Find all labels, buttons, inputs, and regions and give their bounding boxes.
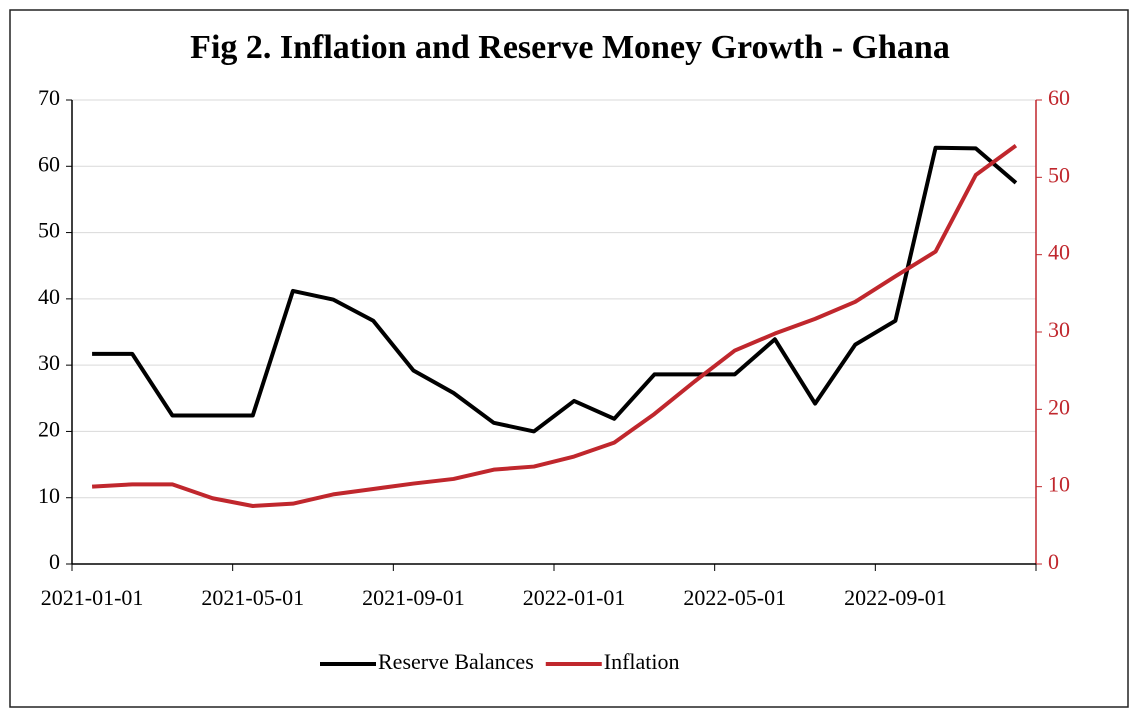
y-tick-label: 70 (38, 85, 60, 110)
y-tick-label: 10 (38, 483, 60, 508)
chart-title: Fig 2. Inflation and Reserve Money Growt… (190, 29, 950, 66)
x-tick-label: 2021-09-01 (362, 585, 465, 610)
y-tick-label: 20 (38, 416, 60, 441)
y2-tick-label: 50 (1048, 162, 1070, 187)
y-tick-label: 50 (38, 218, 60, 243)
x-tick-label: 2022-09-01 (844, 585, 947, 610)
y-tick-label: 0 (49, 549, 60, 574)
x-tick-label: 2022-01-01 (523, 585, 626, 610)
legend-label: Reserve Balances (378, 649, 534, 674)
x-tick-label: 2021-01-01 (41, 585, 144, 610)
y2-tick-label: 60 (1048, 85, 1070, 110)
x-tick-label: 2021-05-01 (201, 585, 304, 610)
x-tick-label: 2022-05-01 (683, 585, 786, 610)
y-tick-label: 40 (38, 284, 60, 309)
y2-tick-label: 20 (1048, 394, 1070, 419)
y-tick-label: 60 (38, 151, 60, 176)
chart-border (9, 9, 1129, 708)
data-line (92, 145, 1018, 434)
y-tick-label: 30 (38, 350, 60, 375)
y2-tick-label: 30 (1048, 317, 1070, 342)
data-line (91, 144, 1018, 508)
legend-label: Inflation (604, 649, 680, 674)
y2-tick-label: 0 (1048, 549, 1059, 574)
y2-tick-label: 40 (1048, 240, 1070, 265)
y2-tick-label: 10 (1048, 472, 1070, 497)
